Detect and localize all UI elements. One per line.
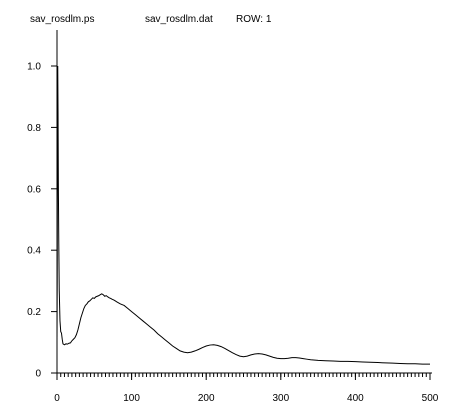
plot-header: sav_rosdlm.ps sav_rosdlm.dat ROW: 1 [0, 14, 464, 34]
ps-filename: sav_rosdlm.ps [30, 14, 95, 25]
y-tick-label: 0.6 [27, 184, 41, 195]
x-tick-label: 300 [272, 393, 289, 404]
x-tick-label: 500 [422, 393, 439, 404]
y-tick-label: 0.4 [27, 246, 41, 257]
y-tick-label: 1.0 [27, 62, 41, 73]
x-tick-label: 400 [347, 393, 364, 404]
dat-filename: sav_rosdlm.dat [145, 14, 213, 25]
x-tick-label: 200 [198, 393, 215, 404]
y-tick-label: 0.2 [27, 307, 41, 318]
y-axis: 0 0.2 0.4 0.6 0.8 1.0 [27, 30, 58, 380]
x-tick-label: 100 [123, 393, 140, 404]
x-axis: 0 100 200 300 400 500 [54, 372, 439, 404]
y-tick-label: 0.8 [27, 123, 41, 134]
series-line [56, 65, 430, 365]
x-tick-label: 0 [54, 393, 60, 404]
y-tick-label: 0 [35, 369, 41, 380]
series-group [56, 65, 430, 365]
row-label: ROW: 1 [236, 14, 272, 25]
